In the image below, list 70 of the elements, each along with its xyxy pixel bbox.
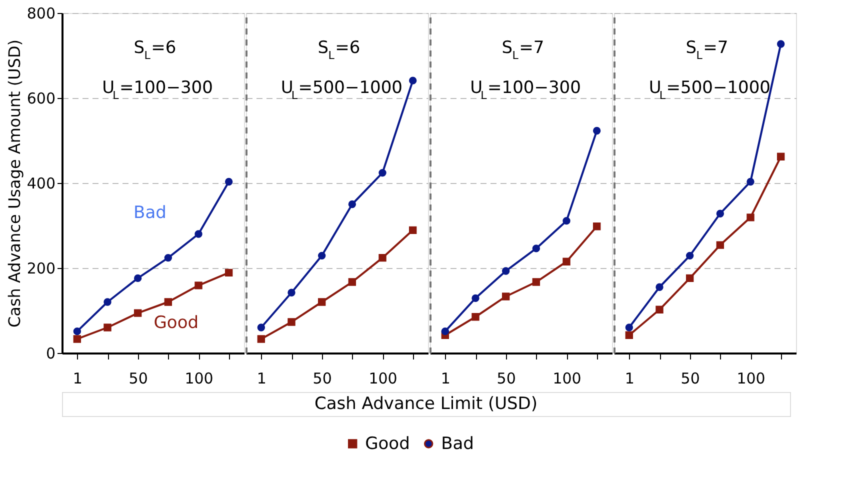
point xyxy=(257,335,266,343)
x-tick-label: 1 xyxy=(256,370,266,388)
point xyxy=(378,168,386,177)
point xyxy=(625,324,634,332)
point xyxy=(686,274,694,282)
point xyxy=(164,298,172,306)
point xyxy=(716,241,724,249)
annotation: Bad xyxy=(134,203,166,223)
point xyxy=(408,76,417,84)
point xyxy=(408,226,417,234)
point xyxy=(348,278,356,286)
point xyxy=(716,210,724,218)
point xyxy=(776,152,785,161)
x-tick-label: 50 xyxy=(496,370,516,388)
point xyxy=(502,267,510,275)
point xyxy=(656,283,664,291)
point xyxy=(104,324,112,332)
x-tick-label: 100 xyxy=(736,370,766,388)
x-tick-label: 100 xyxy=(184,370,214,388)
point xyxy=(686,252,694,260)
point xyxy=(288,318,296,326)
point xyxy=(746,214,754,222)
y-tick-label: 200 xyxy=(26,260,56,278)
point xyxy=(562,258,570,266)
x-tick-label: 1 xyxy=(72,370,82,388)
point xyxy=(73,335,82,343)
x-tick-label: 100 xyxy=(368,370,398,388)
legend-label: Good xyxy=(365,434,410,454)
point xyxy=(625,331,634,340)
point xyxy=(502,292,510,300)
point xyxy=(194,230,202,238)
point xyxy=(257,324,266,332)
y-tick-label: 600 xyxy=(26,90,56,108)
x-axis-title: Cash Advance Limit (USD) xyxy=(314,394,538,414)
point xyxy=(318,298,326,306)
x-tick-label: 50 xyxy=(128,370,148,388)
point xyxy=(532,278,540,286)
point xyxy=(441,327,450,336)
x-tick-label: 100 xyxy=(552,370,582,388)
y-axis-title: Cash Advance Usage Amount (USD) xyxy=(4,39,24,328)
point xyxy=(164,254,172,262)
point xyxy=(224,268,233,277)
point xyxy=(472,313,480,321)
point xyxy=(288,288,296,296)
point xyxy=(73,327,82,336)
point xyxy=(104,298,112,306)
y-tick-label: 800 xyxy=(26,4,56,22)
x-tick-label: 50 xyxy=(312,370,332,388)
y-tick-label: 400 xyxy=(26,174,56,192)
point xyxy=(194,282,202,290)
point xyxy=(224,178,233,186)
x-tick-label: 1 xyxy=(440,370,450,388)
point xyxy=(134,274,142,282)
point xyxy=(318,252,326,260)
point xyxy=(746,178,754,186)
y-tick-label: 0 xyxy=(46,344,56,362)
point xyxy=(378,254,386,262)
point xyxy=(134,309,142,317)
x-tick-label: 1 xyxy=(624,370,634,388)
annotation: Good xyxy=(154,313,199,333)
point xyxy=(472,294,480,302)
point xyxy=(776,40,785,48)
point xyxy=(532,244,540,252)
point xyxy=(592,126,601,135)
point xyxy=(562,216,570,225)
point xyxy=(656,306,664,314)
point xyxy=(348,200,356,208)
point xyxy=(592,222,601,230)
legend-label: Bad xyxy=(441,434,474,454)
x-tick-label: 50 xyxy=(680,370,700,388)
